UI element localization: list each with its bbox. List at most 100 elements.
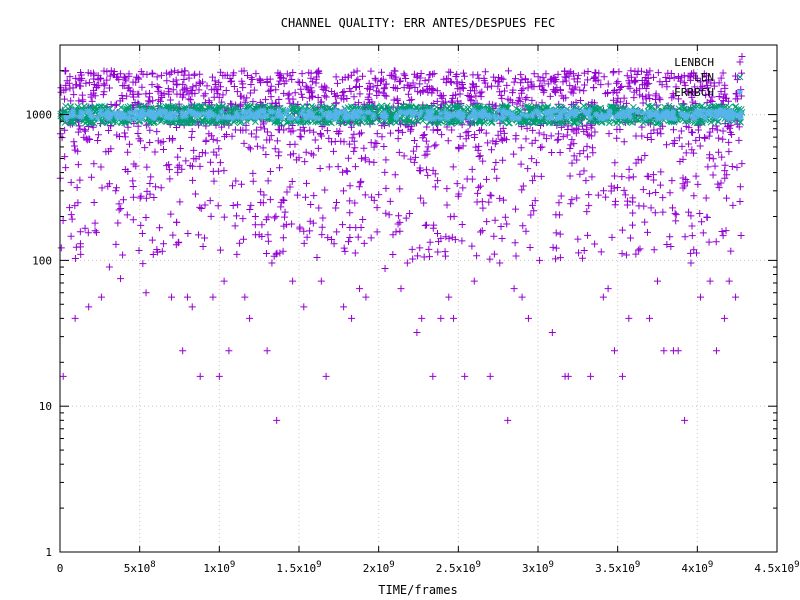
len-point (67, 118, 74, 125)
lenbch-point (442, 233, 450, 241)
lenbch-point (153, 83, 161, 91)
lenbch-point (105, 127, 113, 135)
errbch-point (318, 107, 325, 114)
lenbch-point (117, 205, 125, 213)
lenbch-point (260, 120, 268, 128)
lenbch-point (136, 194, 144, 202)
len-point (87, 119, 95, 127)
lenbch-point (181, 86, 189, 94)
lenbch-point (306, 217, 314, 225)
errbch-point (717, 107, 724, 114)
lenbch-point (148, 236, 156, 244)
lenbch-point (121, 166, 129, 174)
errbch-point (614, 111, 621, 118)
lenbch-point (491, 216, 499, 224)
lenbch-point (643, 228, 651, 236)
errbch-point (120, 112, 127, 119)
lenbch-point (98, 184, 106, 192)
lenbch-point (313, 73, 321, 81)
lenbch-point (71, 202, 79, 210)
lenbch-point (149, 250, 157, 258)
lenbch-point (106, 72, 114, 80)
lenbch-point (288, 220, 296, 228)
lenbch-point (146, 98, 154, 106)
errbch-point (607, 112, 614, 119)
lenbch-point (517, 71, 525, 79)
lenbch-point (138, 230, 146, 238)
lenbch-point (629, 198, 637, 206)
len-point (387, 119, 394, 126)
lenbch-point (242, 121, 250, 129)
lenbch-point (650, 176, 658, 184)
lenbch-point (246, 205, 254, 213)
len-point (352, 119, 360, 127)
lenbch-point (481, 79, 489, 87)
errbch-point (229, 114, 236, 121)
lenbch-point (325, 134, 333, 142)
lenbch-point (497, 91, 505, 99)
lenbch-point (623, 197, 631, 205)
lenbch-point (188, 303, 196, 311)
lenbch-point (610, 184, 618, 192)
lenbch-point (521, 75, 529, 83)
errbch-point (284, 107, 291, 114)
lenbch-point (523, 125, 531, 133)
lenbch-point (467, 96, 475, 104)
lenbch-point (431, 170, 439, 178)
lenbch-point (370, 196, 378, 204)
lenbch-point (611, 159, 619, 167)
lenbch-point (202, 136, 210, 144)
lenbch-point (408, 96, 416, 104)
len-point (376, 118, 384, 125)
errbch-point (547, 108, 554, 115)
lenbch-point (620, 94, 628, 102)
lenbch-point (580, 247, 588, 255)
lenbch-point (332, 204, 340, 212)
lenbch-point (546, 92, 554, 100)
lenbch-point (77, 71, 85, 79)
lenbch-point (464, 91, 472, 99)
lenbch-point (85, 303, 93, 311)
lenbch-point (404, 90, 412, 98)
lenbch-point (706, 128, 714, 136)
lenbch-point (286, 183, 294, 191)
lenbch-point (496, 259, 504, 267)
errbch-point (695, 111, 702, 118)
errbch-point (126, 115, 133, 122)
lenbch-point (176, 198, 184, 206)
errbch-point (332, 110, 339, 117)
lenbch-point (344, 238, 352, 246)
lenbch-point (195, 153, 203, 161)
lenbch-point (490, 73, 498, 81)
lenbch-point (681, 233, 689, 241)
lenbch-point (248, 76, 256, 84)
lenbch-point (536, 83, 544, 91)
lenbch-point (458, 237, 466, 245)
errbch-point (604, 114, 611, 121)
lenbch-point (419, 131, 427, 139)
len-point (563, 117, 571, 125)
lenbch-point (271, 214, 279, 222)
len-point (198, 103, 206, 111)
lenbch-point (656, 125, 664, 133)
lenbch-point (322, 93, 330, 101)
lenbch-point (373, 228, 381, 236)
lenbch-point (137, 221, 145, 229)
lenbch-point (715, 134, 723, 142)
lenbch-point (666, 189, 674, 197)
lenbch-point (431, 183, 439, 191)
lenbch-point (573, 194, 581, 202)
errbch-point (725, 113, 731, 120)
lenbch-point (696, 142, 704, 150)
errbch-point (492, 115, 499, 122)
lenbch-point (303, 179, 311, 187)
lenbch-point (129, 78, 137, 86)
lenbch-point (737, 231, 745, 239)
lenbch-point (216, 246, 224, 254)
lenbch-point (406, 209, 414, 217)
lenbch-point (297, 85, 305, 93)
errbch-point (138, 114, 145, 121)
lenbch-point (346, 197, 354, 205)
lenbch-point (155, 83, 163, 91)
lenbch-point (84, 229, 92, 237)
